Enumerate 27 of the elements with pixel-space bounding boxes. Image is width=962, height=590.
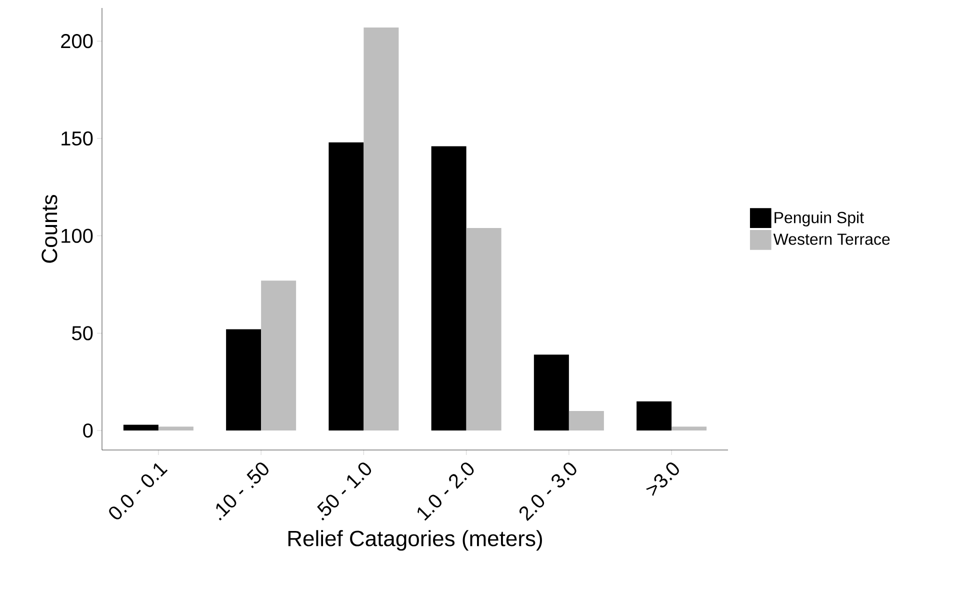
legend-label: Western Terrace <box>773 234 890 245</box>
x-tick-label: .50 - 1.0 <box>317 462 372 520</box>
bar <box>636 401 672 431</box>
bar <box>261 280 296 431</box>
y-tick-label: 100 <box>62 228 93 243</box>
legend-label: Penguin Spit <box>774 212 864 226</box>
x-axis-title: Relief Catagories (meters) <box>288 530 542 551</box>
x-tick-label: >3.0 <box>646 462 679 496</box>
x-tick-label: .10 - .50 <box>216 462 268 520</box>
bar <box>672 426 707 431</box>
y-tick-label: 150 <box>62 131 93 146</box>
x-tick-label: 0.0 - 0.1 <box>109 463 168 520</box>
bar <box>466 228 502 431</box>
bar <box>226 329 262 431</box>
x-tick-label: 1.0 - 2.0 <box>418 462 474 521</box>
bar <box>123 424 158 431</box>
bar <box>431 146 466 431</box>
y-tick-label: 200 <box>61 34 93 48</box>
y-tick-label: 0 <box>83 423 93 438</box>
y-tick-label: 50 <box>72 326 93 340</box>
bar <box>534 354 569 431</box>
bar <box>364 27 399 431</box>
bar <box>328 142 364 431</box>
y-axis-title: Counts <box>42 194 58 263</box>
bar <box>158 426 194 431</box>
bar <box>568 411 604 431</box>
x-tick-label: 2.0 - 3.0 <box>519 462 576 522</box>
